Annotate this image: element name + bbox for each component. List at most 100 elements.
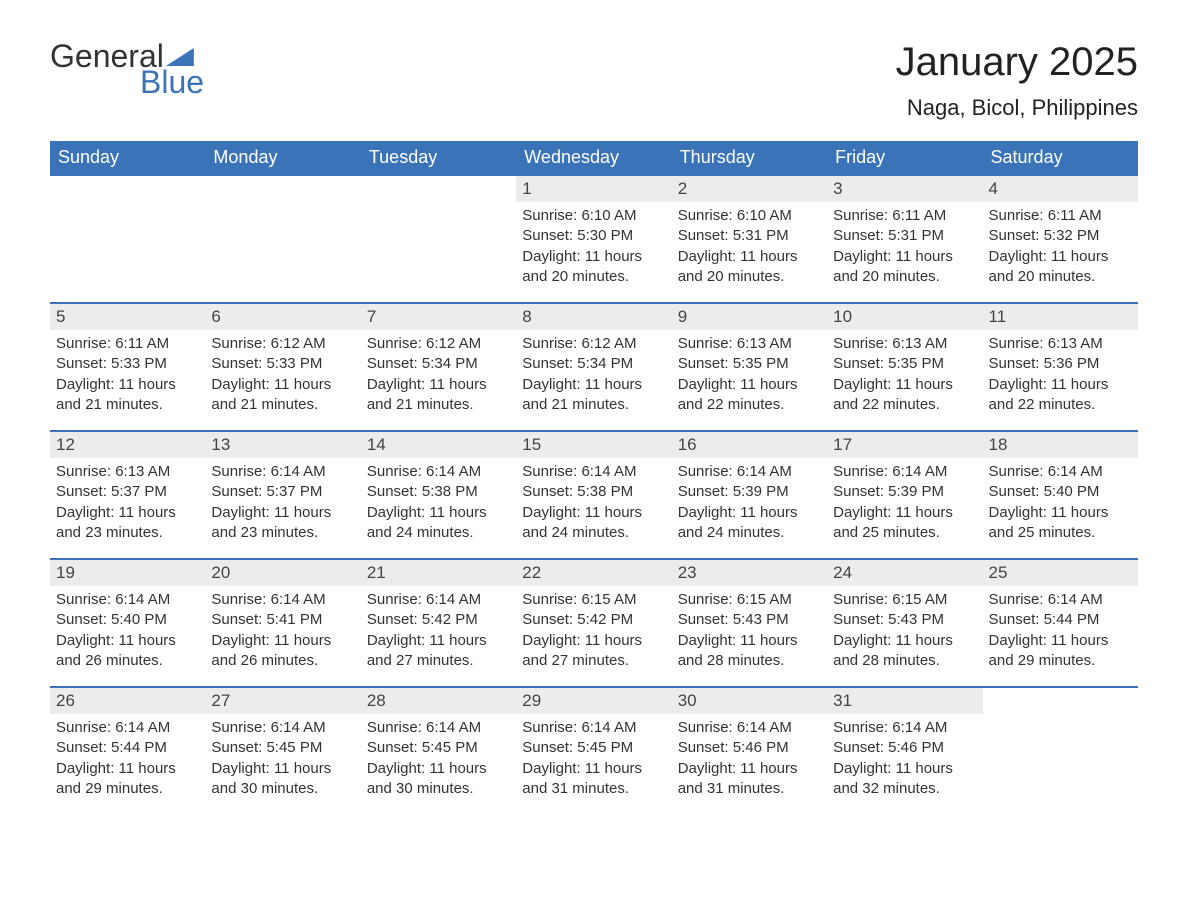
- sunrise-text: Sunrise: 6:14 AM: [678, 462, 821, 482]
- sunset-text: Sunset: 5:31 PM: [833, 226, 976, 246]
- day-body: Sunrise: 6:14 AMSunset: 5:45 PMDaylight:…: [516, 714, 671, 809]
- day-body: Sunrise: 6:14 AMSunset: 5:39 PMDaylight:…: [827, 458, 982, 553]
- sunset-text: Sunset: 5:33 PM: [56, 354, 199, 374]
- sunrise-text: Sunrise: 6:14 AM: [211, 718, 354, 738]
- sunrise-text: Sunrise: 6:15 AM: [678, 590, 821, 610]
- day-body: Sunrise: 6:13 AMSunset: 5:36 PMDaylight:…: [983, 330, 1138, 425]
- day-cell: 26Sunrise: 6:14 AMSunset: 5:44 PMDayligh…: [50, 688, 205, 814]
- daylight-text: Daylight: 11 hours and 25 minutes.: [833, 503, 976, 544]
- sunrise-text: Sunrise: 6:14 AM: [678, 718, 821, 738]
- sunrise-text: Sunrise: 6:14 AM: [989, 462, 1132, 482]
- weekday-header: Sunday: [50, 141, 205, 174]
- sunset-text: Sunset: 5:37 PM: [56, 482, 199, 502]
- sunset-text: Sunset: 5:38 PM: [367, 482, 510, 502]
- day-cell: 31Sunrise: 6:14 AMSunset: 5:46 PMDayligh…: [827, 688, 982, 814]
- day-number: 20: [205, 560, 360, 586]
- sunset-text: Sunset: 5:35 PM: [678, 354, 821, 374]
- daylight-text: Daylight: 11 hours and 22 minutes.: [989, 375, 1132, 416]
- day-number: [361, 176, 516, 202]
- day-number: 31: [827, 688, 982, 714]
- daylight-text: Daylight: 11 hours and 30 minutes.: [367, 759, 510, 800]
- day-cell: [361, 176, 516, 302]
- day-cell: 28Sunrise: 6:14 AMSunset: 5:45 PMDayligh…: [361, 688, 516, 814]
- day-body: Sunrise: 6:12 AMSunset: 5:33 PMDaylight:…: [205, 330, 360, 425]
- day-cell: 23Sunrise: 6:15 AMSunset: 5:43 PMDayligh…: [672, 560, 827, 686]
- sunrise-text: Sunrise: 6:14 AM: [211, 590, 354, 610]
- day-number: 24: [827, 560, 982, 586]
- day-cell: [983, 688, 1138, 814]
- day-body: Sunrise: 6:11 AMSunset: 5:31 PMDaylight:…: [827, 202, 982, 297]
- day-cell: 6Sunrise: 6:12 AMSunset: 5:33 PMDaylight…: [205, 304, 360, 430]
- week-row: 19Sunrise: 6:14 AMSunset: 5:40 PMDayligh…: [50, 558, 1138, 686]
- day-cell: 19Sunrise: 6:14 AMSunset: 5:40 PMDayligh…: [50, 560, 205, 686]
- day-cell: 1Sunrise: 6:10 AMSunset: 5:30 PMDaylight…: [516, 176, 671, 302]
- week-row: 12Sunrise: 6:13 AMSunset: 5:37 PMDayligh…: [50, 430, 1138, 558]
- daylight-text: Daylight: 11 hours and 24 minutes.: [367, 503, 510, 544]
- day-number: 22: [516, 560, 671, 586]
- day-body: Sunrise: 6:14 AMSunset: 5:40 PMDaylight:…: [983, 458, 1138, 553]
- day-number: 26: [50, 688, 205, 714]
- weekday-header: Thursday: [672, 141, 827, 174]
- day-body: Sunrise: 6:14 AMSunset: 5:41 PMDaylight:…: [205, 586, 360, 681]
- sunrise-text: Sunrise: 6:14 AM: [211, 462, 354, 482]
- day-body: Sunrise: 6:13 AMSunset: 5:35 PMDaylight:…: [827, 330, 982, 425]
- day-body: Sunrise: 6:14 AMSunset: 5:46 PMDaylight:…: [672, 714, 827, 809]
- day-body: Sunrise: 6:10 AMSunset: 5:31 PMDaylight:…: [672, 202, 827, 297]
- daylight-text: Daylight: 11 hours and 28 minutes.: [678, 631, 821, 672]
- daylight-text: Daylight: 11 hours and 31 minutes.: [678, 759, 821, 800]
- day-body: Sunrise: 6:12 AMSunset: 5:34 PMDaylight:…: [361, 330, 516, 425]
- sunrise-text: Sunrise: 6:14 AM: [367, 718, 510, 738]
- sunset-text: Sunset: 5:39 PM: [678, 482, 821, 502]
- day-cell: 16Sunrise: 6:14 AMSunset: 5:39 PMDayligh…: [672, 432, 827, 558]
- calendar: SundayMondayTuesdayWednesdayThursdayFrid…: [50, 141, 1138, 814]
- sunset-text: Sunset: 5:37 PM: [211, 482, 354, 502]
- month-title: January 2025: [896, 40, 1138, 85]
- day-body: Sunrise: 6:15 AMSunset: 5:42 PMDaylight:…: [516, 586, 671, 681]
- day-number: 9: [672, 304, 827, 330]
- daylight-text: Daylight: 11 hours and 32 minutes.: [833, 759, 976, 800]
- day-body: Sunrise: 6:10 AMSunset: 5:30 PMDaylight:…: [516, 202, 671, 297]
- day-body: Sunrise: 6:11 AMSunset: 5:33 PMDaylight:…: [50, 330, 205, 425]
- title-block: January 2025 Naga, Bicol, Philippines: [896, 40, 1138, 121]
- daylight-text: Daylight: 11 hours and 25 minutes.: [989, 503, 1132, 544]
- sunrise-text: Sunrise: 6:14 AM: [833, 462, 976, 482]
- day-number: 13: [205, 432, 360, 458]
- day-body: Sunrise: 6:15 AMSunset: 5:43 PMDaylight:…: [827, 586, 982, 681]
- sunset-text: Sunset: 5:39 PM: [833, 482, 976, 502]
- day-cell: 11Sunrise: 6:13 AMSunset: 5:36 PMDayligh…: [983, 304, 1138, 430]
- day-cell: [50, 176, 205, 302]
- day-body: Sunrise: 6:14 AMSunset: 5:44 PMDaylight:…: [983, 586, 1138, 681]
- daylight-text: Daylight: 11 hours and 24 minutes.: [522, 503, 665, 544]
- sunset-text: Sunset: 5:36 PM: [989, 354, 1132, 374]
- day-number: 16: [672, 432, 827, 458]
- daylight-text: Daylight: 11 hours and 20 minutes.: [989, 247, 1132, 288]
- sunrise-text: Sunrise: 6:14 AM: [522, 718, 665, 738]
- daylight-text: Daylight: 11 hours and 29 minutes.: [989, 631, 1132, 672]
- day-number: 7: [361, 304, 516, 330]
- daylight-text: Daylight: 11 hours and 28 minutes.: [833, 631, 976, 672]
- day-cell: 15Sunrise: 6:14 AMSunset: 5:38 PMDayligh…: [516, 432, 671, 558]
- sunrise-text: Sunrise: 6:14 AM: [522, 462, 665, 482]
- day-number: 15: [516, 432, 671, 458]
- day-body: Sunrise: 6:12 AMSunset: 5:34 PMDaylight:…: [516, 330, 671, 425]
- day-number: [205, 176, 360, 202]
- sunset-text: Sunset: 5:33 PM: [211, 354, 354, 374]
- day-number: 14: [361, 432, 516, 458]
- logo-text-2: Blue: [140, 66, 204, 98]
- sunrise-text: Sunrise: 6:14 AM: [367, 590, 510, 610]
- daylight-text: Daylight: 11 hours and 20 minutes.: [678, 247, 821, 288]
- day-body: Sunrise: 6:14 AMSunset: 5:45 PMDaylight:…: [361, 714, 516, 809]
- day-number: 30: [672, 688, 827, 714]
- sunset-text: Sunset: 5:31 PM: [678, 226, 821, 246]
- weekday-header: Tuesday: [361, 141, 516, 174]
- sunset-text: Sunset: 5:44 PM: [989, 610, 1132, 630]
- daylight-text: Daylight: 11 hours and 22 minutes.: [833, 375, 976, 416]
- week-row: 1Sunrise: 6:10 AMSunset: 5:30 PMDaylight…: [50, 174, 1138, 302]
- sunset-text: Sunset: 5:41 PM: [211, 610, 354, 630]
- day-cell: 10Sunrise: 6:13 AMSunset: 5:35 PMDayligh…: [827, 304, 982, 430]
- daylight-text: Daylight: 11 hours and 26 minutes.: [56, 631, 199, 672]
- weekday-header: Saturday: [983, 141, 1138, 174]
- day-cell: 3Sunrise: 6:11 AMSunset: 5:31 PMDaylight…: [827, 176, 982, 302]
- day-number: 25: [983, 560, 1138, 586]
- weeks-container: 1Sunrise: 6:10 AMSunset: 5:30 PMDaylight…: [50, 174, 1138, 814]
